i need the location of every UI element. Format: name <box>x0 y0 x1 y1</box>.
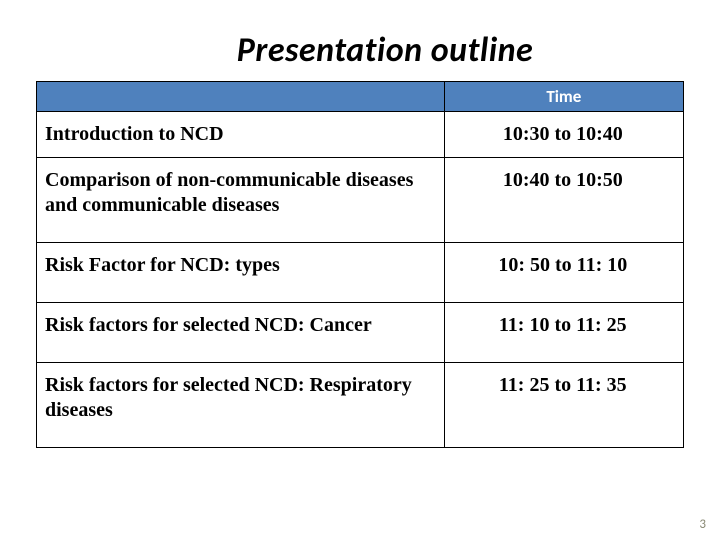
time-cell: 10:30 to 10:40 <box>444 112 683 158</box>
slide: Presentation outline Time Introduction t… <box>0 0 720 540</box>
header-time: Time <box>444 82 683 112</box>
header-topic <box>37 82 445 112</box>
slide-title: Presentation outline <box>86 30 684 71</box>
slide-number: 3 <box>699 517 706 532</box>
topic-cell: Risk factors for selected NCD: Cancer <box>37 303 445 363</box>
time-cell: 11: 25 to 11: 35 <box>444 363 683 448</box>
table-row: Risk factors for selected NCD: Cancer 11… <box>37 303 684 363</box>
table-row: Introduction to NCD 10:30 to 10:40 <box>37 112 684 158</box>
topic-cell: Introduction to NCD <box>37 112 445 158</box>
outline-table: Time Introduction to NCD 10:30 to 10:40 … <box>36 81 684 448</box>
table-row: Comparison of non-communicable diseases … <box>37 158 684 243</box>
topic-cell: Risk factors for selected NCD: Respirato… <box>37 363 445 448</box>
time-cell: 10:40 to 10:50 <box>444 158 683 243</box>
table-row: Risk factors for selected NCD: Respirato… <box>37 363 684 448</box>
table-header-row: Time <box>37 82 684 112</box>
time-cell: 11: 10 to 11: 25 <box>444 303 683 363</box>
topic-cell: Comparison of non-communicable diseases … <box>37 158 445 243</box>
time-cell: 10: 50 to 11: 10 <box>444 243 683 303</box>
topic-cell: Risk Factor for NCD: types <box>37 243 445 303</box>
table-row: Risk Factor for NCD: types 10: 50 to 11:… <box>37 243 684 303</box>
